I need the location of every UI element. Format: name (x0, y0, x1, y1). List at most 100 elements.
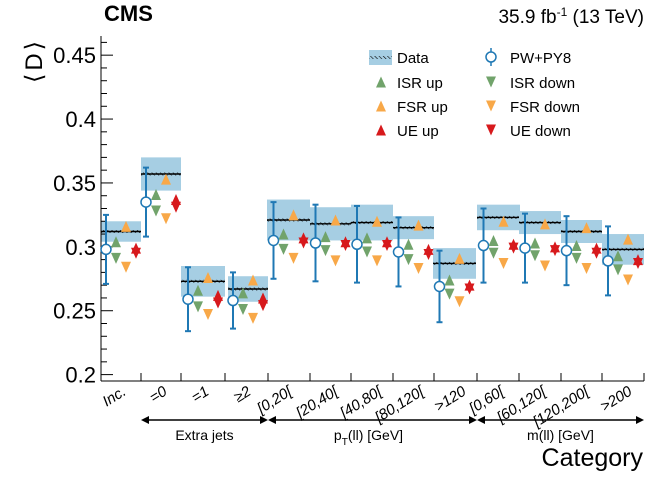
category-label: [0,20[ (253, 382, 296, 418)
fsr-up-marker (330, 214, 341, 226)
fsr-down-marker (288, 252, 299, 264)
pwpy8-point (309, 237, 322, 249)
y-axis-label: ⟨ D ⟩ (21, 41, 48, 83)
ue-down-marker (213, 297, 223, 309)
group-arrowhead (477, 416, 485, 424)
fsr-down-marker (623, 274, 633, 286)
luminosity-energy: (13 TeV) (567, 7, 644, 28)
fsr-up-marker (454, 252, 465, 264)
group-label-rest: (ll) [GeV] (348, 427, 403, 443)
y-axis-symbol: D (21, 53, 48, 70)
pwpy8-point (477, 239, 490, 252)
isr-up-marker (530, 237, 540, 249)
luminosity-exponent: -1 (557, 5, 568, 19)
fsr-down-marker (330, 255, 341, 267)
category-label: [20,40[ (292, 382, 342, 422)
ue-down-marker (382, 240, 392, 252)
pwpy8-point (433, 280, 446, 293)
fsr-up-marker (288, 209, 299, 221)
fsr-up-marker (623, 233, 633, 245)
isr-down-marker (151, 205, 161, 217)
pwpy8-point (560, 244, 573, 257)
isr-down-marker (238, 303, 248, 315)
isr-down-marker (111, 252, 121, 264)
y-axis-bracket-right: ⟩ (21, 41, 48, 50)
experiment-label: CMS (104, 1, 153, 26)
fsr-down-marker (540, 260, 550, 272)
group-label: m(ll) [GeV] (527, 427, 594, 443)
legend: Data PW+PY8 ISR up ISR down FSR up FSR down UE… (369, 48, 580, 140)
group-arrowhead (469, 416, 477, 424)
ue-down-marker (258, 300, 268, 312)
fsr-up-marker (248, 274, 258, 286)
pwpy8-point (351, 238, 363, 251)
legend-data-hatch (369, 56, 392, 59)
x-axis-title: Category (542, 444, 644, 472)
y-tick-label: 0.3 (65, 235, 96, 260)
pwpy8-point (267, 234, 280, 247)
ue-down-marker (464, 283, 475, 295)
fsr-up-marker (581, 222, 592, 234)
isr-down-marker (278, 243, 289, 255)
category-label: >200 (597, 383, 635, 416)
y-tick-label: 0.45 (53, 43, 96, 68)
pwpy8-point (519, 242, 531, 254)
y-axis-bracket-left: ⟨ (21, 74, 48, 83)
isr-down-marker (193, 301, 203, 313)
group-arrowhead (141, 416, 149, 424)
fsr-up-marker (372, 215, 382, 227)
fsr-up-marker (203, 272, 213, 283)
category-label: =0 (147, 383, 171, 407)
pwpy8-point (227, 294, 239, 307)
fsr-down-marker (454, 296, 465, 308)
y-tick-label: 0.2 (65, 363, 96, 388)
category-groups: Extra jets pT(ll) [GeV] m(ll) [GeV] (141, 416, 644, 448)
luminosity-label: 35.9 fb-1 (13 TeV) (498, 5, 644, 28)
isr-up-marker (193, 284, 203, 296)
fsr-up-marker (540, 218, 550, 230)
isr-up-marker (613, 250, 623, 262)
isr-down-marker (613, 264, 623, 276)
isr-up-marker (151, 188, 161, 200)
ue-down-marker (423, 249, 434, 260)
isr-up-marker (238, 287, 248, 299)
isr-up-marker (362, 232, 372, 244)
legend-isr_up-marker (376, 76, 386, 88)
isr-up-marker (444, 274, 455, 286)
group-arrowhead (260, 416, 268, 424)
pwpy8-point (140, 196, 152, 208)
isr-up-marker (488, 234, 499, 246)
category-labels: Inc. =0 =1 ≥2 [0,20[[20,40[[40,80[[80,120[>1… (100, 382, 636, 431)
fsr-down-marker (121, 261, 131, 273)
category-label: >120 (431, 383, 469, 416)
fsr-up-marker (121, 220, 131, 232)
y-tick-label: 0.35 (53, 171, 96, 196)
isr-down-marker (320, 245, 331, 257)
group-label: Extra jets (175, 427, 233, 443)
group-label-sub: T (342, 437, 348, 448)
group-label: pT(ll) [GeV] (334, 427, 403, 448)
group-label-main: p (334, 427, 342, 443)
legend-data-label: Data (397, 50, 429, 67)
group-arrowhead (268, 416, 276, 424)
ue-down-marker (633, 257, 643, 269)
category-label: ≥2 (231, 383, 255, 407)
y-tick-label: 0.25 (53, 299, 96, 324)
luminosity-value: 35.9 fb (498, 7, 556, 28)
isr-down-marker (362, 246, 372, 258)
pwpy8-point (100, 243, 112, 256)
legend-ue_down-label: UE down (510, 123, 571, 140)
isr-down-marker (571, 252, 582, 264)
y-tick-label: 0.4 (65, 107, 96, 132)
legend-isr_down-label: ISR down (510, 75, 575, 92)
isr-down-marker (403, 254, 414, 266)
ue-down-marker (171, 201, 181, 213)
data-bands (101, 157, 644, 302)
ue-down-marker (298, 237, 309, 249)
axes: 0.2 0.25 0.3 0.35 0.4 0.45 (53, 36, 645, 388)
legend-pwpy8-label: PW+PY8 (510, 50, 571, 67)
isr-up-marker (571, 240, 582, 252)
legend-ue_up-label: UE up (397, 123, 439, 140)
